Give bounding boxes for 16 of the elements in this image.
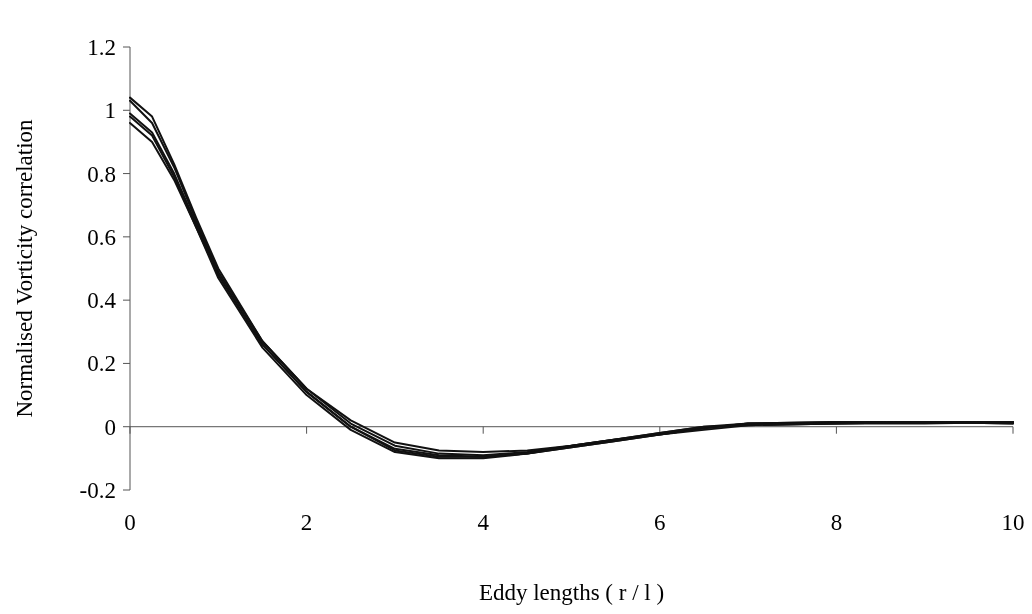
x-tick-label: 10 xyxy=(1001,510,1025,535)
y-tick-label: -0.2 xyxy=(79,478,116,504)
y-tick-label: 1.2 xyxy=(87,35,116,61)
y-tick-label: 0.6 xyxy=(87,224,116,250)
y-axis-title: Normalised Vorticity correlation xyxy=(12,118,37,418)
y-tick-label: 0.8 xyxy=(87,161,116,187)
y-tick-label: 1 xyxy=(104,98,116,124)
x-tick-label: 0 xyxy=(124,510,136,535)
x-axis-title: Eddy lengths ( r / l ) xyxy=(478,580,665,605)
y-tick-label: 0.4 xyxy=(87,288,117,314)
x-tick-label: 6 xyxy=(654,510,666,535)
x-tick-label: 8 xyxy=(830,510,843,535)
y-tick-label: 0 xyxy=(104,414,116,440)
y-tick-label: 0.2 xyxy=(87,351,116,377)
x-tick-label: 4 xyxy=(477,510,490,535)
x-tick-label: 2 xyxy=(300,510,313,535)
